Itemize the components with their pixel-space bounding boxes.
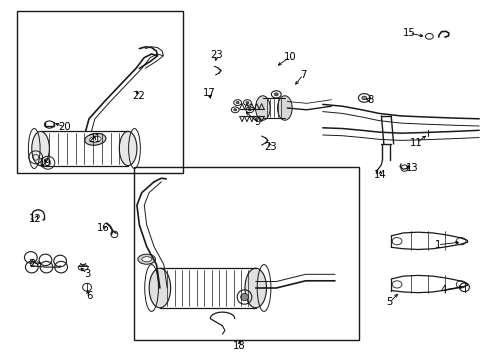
Text: 22: 22: [132, 91, 144, 102]
Ellipse shape: [361, 96, 366, 100]
Text: 1: 1: [433, 240, 440, 250]
Text: 6: 6: [85, 291, 92, 301]
Text: 23: 23: [264, 142, 276, 152]
Bar: [134, 167, 359, 340]
Ellipse shape: [84, 134, 106, 145]
Text: 21: 21: [88, 134, 101, 144]
Ellipse shape: [142, 257, 151, 262]
Ellipse shape: [138, 254, 155, 264]
Text: 14: 14: [373, 170, 386, 180]
Ellipse shape: [240, 293, 248, 301]
Text: 12: 12: [29, 214, 42, 224]
Text: 2: 2: [29, 259, 36, 269]
Text: 4: 4: [440, 285, 446, 295]
Ellipse shape: [245, 102, 248, 104]
Text: 18: 18: [233, 341, 245, 351]
Ellipse shape: [89, 136, 101, 142]
Ellipse shape: [277, 96, 292, 120]
Text: 19: 19: [39, 158, 52, 168]
Ellipse shape: [32, 131, 49, 166]
Text: 16: 16: [97, 222, 110, 233]
Text: 7: 7: [299, 69, 306, 80]
Text: 15: 15: [402, 28, 415, 38]
Ellipse shape: [149, 268, 170, 308]
Ellipse shape: [233, 109, 236, 111]
Text: 13: 13: [405, 163, 418, 174]
Text: 3: 3: [84, 269, 90, 279]
Text: 5: 5: [386, 297, 392, 307]
Text: 9: 9: [254, 117, 261, 127]
Text: 11: 11: [409, 138, 422, 148]
Ellipse shape: [236, 102, 239, 104]
Ellipse shape: [248, 109, 251, 111]
Text: 20: 20: [59, 122, 71, 132]
Ellipse shape: [44, 121, 54, 128]
Bar: [17, 11, 183, 173]
Ellipse shape: [244, 268, 266, 308]
Ellipse shape: [274, 93, 278, 96]
Text: 8: 8: [366, 95, 372, 105]
Text: 17: 17: [203, 87, 215, 98]
Text: 23: 23: [210, 50, 223, 60]
Ellipse shape: [255, 96, 270, 120]
Ellipse shape: [119, 131, 137, 166]
Text: 10: 10: [283, 52, 296, 62]
